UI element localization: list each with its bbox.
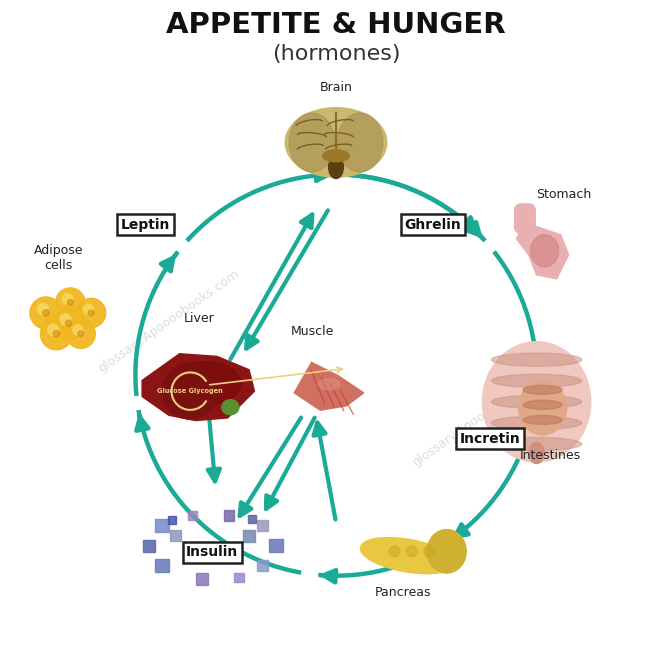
- Ellipse shape: [329, 155, 343, 178]
- Circle shape: [56, 288, 85, 317]
- Text: Brain: Brain: [320, 81, 352, 94]
- Text: Glucose Glycogen: Glucose Glycogen: [157, 388, 223, 394]
- FancyBboxPatch shape: [170, 530, 181, 541]
- FancyBboxPatch shape: [257, 560, 268, 571]
- Polygon shape: [517, 222, 569, 279]
- Ellipse shape: [491, 353, 582, 366]
- Circle shape: [67, 299, 73, 306]
- Text: Adipose
cells: Adipose cells: [34, 244, 83, 272]
- Circle shape: [62, 293, 73, 304]
- Ellipse shape: [491, 395, 582, 409]
- Circle shape: [53, 330, 60, 337]
- FancyBboxPatch shape: [243, 529, 255, 541]
- Text: Muscle: Muscle: [291, 325, 334, 338]
- Ellipse shape: [318, 379, 340, 389]
- Text: Insulin: Insulin: [186, 545, 239, 559]
- Text: Liver: Liver: [183, 312, 214, 325]
- Text: Intestines: Intestines: [519, 449, 581, 462]
- Ellipse shape: [289, 113, 335, 172]
- Circle shape: [78, 331, 83, 337]
- Text: Pancreas: Pancreas: [374, 586, 431, 599]
- Circle shape: [88, 310, 94, 316]
- Ellipse shape: [491, 374, 582, 387]
- Text: Leptin: Leptin: [121, 218, 170, 232]
- Circle shape: [73, 325, 83, 335]
- FancyBboxPatch shape: [257, 520, 268, 531]
- Circle shape: [83, 304, 93, 314]
- Text: Incretin: Incretin: [460, 431, 520, 446]
- Text: APPETITE & HUNGER: APPETITE & HUNGER: [166, 11, 506, 39]
- Ellipse shape: [337, 113, 383, 172]
- Circle shape: [65, 320, 72, 326]
- Circle shape: [66, 319, 95, 348]
- Text: glossary.Apoooobooks.com: glossary.Apoooobooks.com: [410, 361, 556, 469]
- Circle shape: [52, 308, 85, 340]
- Ellipse shape: [171, 362, 241, 405]
- Circle shape: [60, 314, 71, 325]
- FancyBboxPatch shape: [249, 515, 257, 523]
- FancyBboxPatch shape: [269, 539, 282, 552]
- Text: Stomach: Stomach: [536, 188, 591, 201]
- FancyBboxPatch shape: [196, 573, 208, 585]
- Ellipse shape: [491, 438, 582, 451]
- Ellipse shape: [360, 537, 455, 574]
- Ellipse shape: [519, 381, 566, 435]
- Ellipse shape: [285, 108, 387, 177]
- Circle shape: [37, 304, 48, 314]
- Ellipse shape: [523, 385, 562, 395]
- Ellipse shape: [407, 546, 417, 557]
- Ellipse shape: [482, 342, 591, 462]
- Circle shape: [30, 297, 62, 329]
- Polygon shape: [294, 362, 364, 410]
- Ellipse shape: [222, 400, 239, 415]
- Ellipse shape: [531, 234, 558, 267]
- FancyBboxPatch shape: [155, 559, 169, 572]
- Circle shape: [163, 363, 218, 419]
- Ellipse shape: [491, 416, 582, 429]
- FancyBboxPatch shape: [155, 519, 169, 532]
- Ellipse shape: [427, 529, 466, 573]
- FancyBboxPatch shape: [235, 573, 244, 582]
- Circle shape: [48, 324, 58, 336]
- Ellipse shape: [424, 546, 435, 557]
- Circle shape: [43, 310, 49, 316]
- Text: (hormones): (hormones): [271, 44, 401, 64]
- Ellipse shape: [523, 401, 562, 409]
- Text: glossary.Apoooobooks.com: glossary.Apoooobooks.com: [96, 268, 242, 375]
- FancyBboxPatch shape: [142, 539, 155, 551]
- FancyBboxPatch shape: [515, 204, 535, 233]
- FancyBboxPatch shape: [168, 516, 176, 524]
- Ellipse shape: [523, 415, 562, 424]
- FancyBboxPatch shape: [187, 511, 197, 520]
- Circle shape: [40, 318, 73, 350]
- Polygon shape: [142, 354, 255, 421]
- Ellipse shape: [389, 546, 400, 557]
- Ellipse shape: [323, 150, 349, 161]
- Circle shape: [77, 298, 106, 328]
- FancyBboxPatch shape: [224, 510, 235, 521]
- Ellipse shape: [529, 442, 544, 464]
- Text: Ghrelin: Ghrelin: [405, 218, 461, 232]
